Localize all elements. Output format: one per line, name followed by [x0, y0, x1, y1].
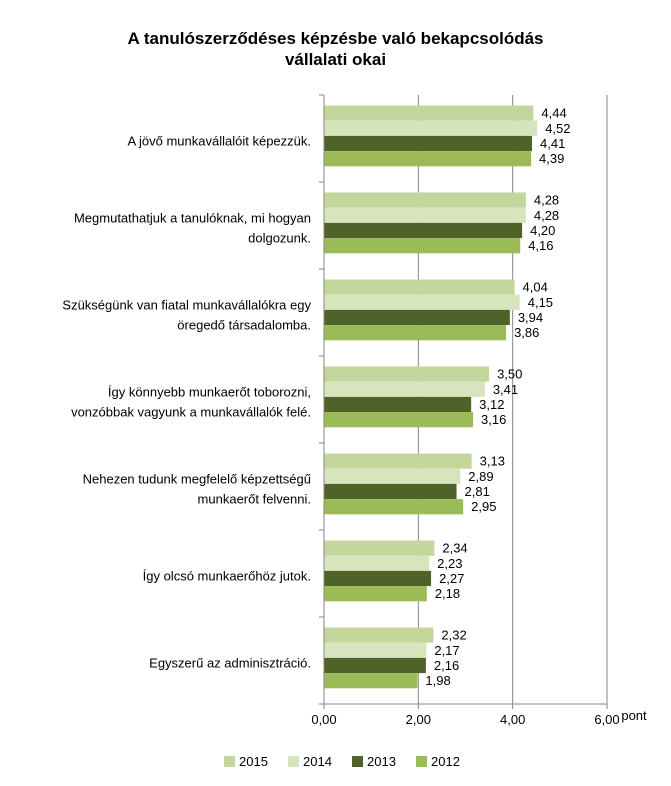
bar-2014	[324, 468, 461, 484]
x-tick-label: 6,00	[594, 712, 619, 727]
legend-swatch-2012	[416, 756, 427, 767]
data-label: 3,50	[497, 367, 522, 382]
data-label: 3,13	[480, 454, 505, 469]
bar-2014	[324, 294, 520, 310]
bar-2014	[324, 207, 526, 223]
data-label: 4,28	[534, 193, 559, 208]
axes	[319, 94, 608, 709]
category-label: dolgozunk.	[248, 231, 311, 246]
bar-2013	[324, 570, 432, 587]
legend-label: 2015	[239, 754, 268, 769]
legend-swatch-2013	[352, 756, 363, 767]
bar-2015	[324, 279, 515, 295]
data-label: 4,04	[523, 280, 548, 295]
bar-2012	[324, 499, 464, 515]
data-label: 2,81	[465, 484, 490, 499]
data-label: 2,23	[437, 556, 462, 571]
data-label: 2,27	[439, 571, 464, 586]
data-label: 3,16	[481, 412, 506, 427]
bar-2012	[324, 412, 474, 428]
bar-2014	[324, 642, 427, 658]
category-label: Megmutathatjuk a tanulóknak, mi hogyan	[74, 211, 311, 226]
category-label: A jövő munkavállalóit képezzük.	[127, 134, 311, 149]
chart-title: A tanulószerződéses képzésbe való bekapc…	[0, 28, 671, 70]
data-label: 2,18	[435, 586, 460, 601]
data-label: 2,32	[441, 628, 466, 643]
legend: 2015 2014 2013 2012	[224, 754, 460, 769]
bar-2014	[324, 555, 430, 571]
data-label: 4,39	[539, 151, 564, 166]
data-label: 4,16	[528, 238, 553, 253]
bar-2012	[324, 238, 521, 254]
chart-title-line-2: vállalati okai	[284, 50, 387, 69]
x-tick-label: 0,00	[311, 712, 336, 727]
x-axis-label: pont	[621, 708, 647, 723]
bar-2015	[324, 192, 526, 208]
bar-2014	[324, 381, 485, 397]
bar-2015	[324, 366, 490, 382]
bar-2013	[324, 657, 426, 674]
data-label: 2,89	[468, 469, 493, 484]
bar-2015	[324, 627, 434, 643]
bar-2013	[324, 309, 510, 326]
legend-label: 2014	[303, 754, 332, 769]
bar-2013	[324, 483, 457, 500]
legend-label: 2012	[431, 754, 460, 769]
data-label: 2,17	[434, 643, 459, 658]
chart-title-line-1: A tanulószerződéses képzésbe való bekapc…	[127, 29, 544, 48]
legend-swatch-2015	[224, 756, 235, 767]
x-tick-label: 2,00	[406, 712, 431, 727]
bar-2012	[324, 586, 427, 602]
bar-2015	[324, 540, 435, 556]
category-label: Szükségünk van fiatal munkavállalókra eg…	[62, 298, 311, 313]
data-label: 3,94	[518, 310, 543, 325]
bar-2012	[324, 673, 418, 689]
data-label: 2,95	[471, 499, 496, 514]
legend-label: 2013	[367, 754, 396, 769]
data-label: 3,12	[479, 397, 504, 412]
data-label: 2,34	[442, 541, 467, 556]
bar-2013	[324, 135, 533, 152]
data-label: 4,20	[530, 223, 555, 238]
data-label: 3,86	[514, 325, 539, 340]
category-label: vonzóbbak vagyunk a munkavállalók felé.	[71, 405, 311, 420]
data-label: 4,15	[528, 295, 553, 310]
category-label: Így olcsó munkaerőhöz jutok.	[143, 569, 311, 584]
data-label: 2,16	[434, 658, 459, 673]
data-label: 4,44	[541, 106, 566, 121]
bar-2012	[324, 151, 532, 167]
data-label: 4,41	[540, 136, 565, 151]
bar-2015	[324, 453, 472, 469]
category-label: Nehezen tudunk megfelelő képzettségű	[83, 472, 311, 487]
legend-swatch-2014	[288, 756, 299, 767]
bar-2015	[324, 105, 534, 121]
data-label: 4,52	[545, 121, 570, 136]
bar-2012	[324, 325, 507, 341]
bars	[324, 105, 538, 689]
category-label: Így könnyebb munkaerőt toborozni,	[108, 385, 311, 400]
bar-2014	[324, 120, 538, 136]
category-label: Egyszerű az adminisztráció.	[149, 656, 311, 671]
bar-2013	[324, 396, 472, 413]
category-label: munkaerőt felvenni.	[198, 492, 311, 507]
bar-2013	[324, 222, 523, 239]
data-label: 4,28	[534, 208, 559, 223]
labels: 0,00 2,00 4,00 6,00 pont 4,444,524,414,39 A jö…	[62, 106, 647, 727]
data-label: 1,98	[425, 673, 450, 688]
x-tick-label: 4,00	[500, 712, 525, 727]
data-label: 3,41	[493, 382, 518, 397]
category-label: öregedő társadalomba.	[177, 318, 311, 333]
